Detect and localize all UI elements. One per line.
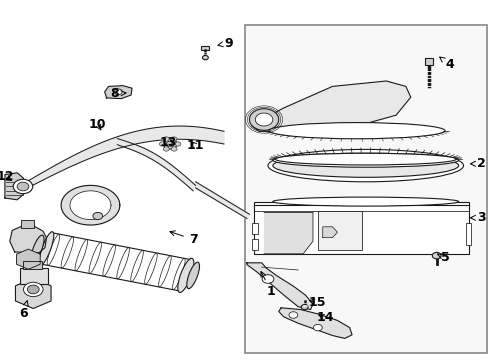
Circle shape	[202, 55, 208, 60]
Bar	[23, 261, 42, 269]
Circle shape	[301, 305, 307, 310]
Text: 4: 4	[439, 57, 453, 71]
Circle shape	[313, 324, 322, 331]
Bar	[20, 268, 48, 284]
Text: 9: 9	[218, 37, 232, 50]
Text: 8: 8	[110, 87, 126, 100]
Ellipse shape	[272, 153, 458, 167]
Polygon shape	[195, 182, 249, 219]
Polygon shape	[70, 191, 111, 220]
Polygon shape	[23, 126, 224, 190]
Bar	[251, 239, 257, 250]
Bar	[245, 25, 486, 353]
Polygon shape	[278, 308, 351, 338]
Circle shape	[175, 142, 181, 146]
Polygon shape	[41, 233, 191, 291]
Polygon shape	[264, 212, 312, 254]
Bar	[317, 211, 361, 250]
Circle shape	[27, 285, 39, 294]
Ellipse shape	[272, 197, 458, 206]
Polygon shape	[322, 227, 337, 238]
Text: 3: 3	[469, 211, 485, 224]
Text: 2: 2	[469, 157, 485, 170]
Bar	[201, 46, 209, 50]
Ellipse shape	[272, 154, 458, 177]
Polygon shape	[61, 185, 120, 225]
Circle shape	[171, 147, 177, 151]
Circle shape	[166, 141, 174, 147]
Text: 5: 5	[437, 251, 448, 264]
Circle shape	[23, 282, 43, 297]
Ellipse shape	[268, 122, 444, 139]
Ellipse shape	[39, 232, 54, 265]
Polygon shape	[17, 249, 40, 269]
Bar	[254, 202, 468, 254]
Polygon shape	[16, 278, 51, 309]
Circle shape	[17, 182, 29, 191]
Bar	[465, 223, 470, 245]
Text: 1: 1	[261, 272, 275, 298]
Circle shape	[114, 89, 122, 95]
Ellipse shape	[186, 262, 199, 289]
Ellipse shape	[31, 235, 44, 262]
Polygon shape	[10, 226, 46, 253]
Polygon shape	[251, 81, 410, 131]
Circle shape	[431, 252, 440, 259]
Bar	[425, 58, 432, 65]
Text: 7: 7	[169, 231, 197, 246]
Ellipse shape	[267, 149, 463, 182]
Ellipse shape	[178, 258, 193, 292]
Circle shape	[163, 137, 169, 141]
Circle shape	[255, 113, 272, 126]
Polygon shape	[246, 263, 312, 310]
Circle shape	[163, 147, 169, 151]
Circle shape	[13, 179, 33, 194]
Text: 12: 12	[0, 170, 14, 183]
Text: 11: 11	[186, 139, 204, 152]
Text: 15: 15	[307, 296, 325, 309]
Circle shape	[93, 212, 102, 220]
Circle shape	[288, 312, 297, 318]
Polygon shape	[117, 139, 195, 191]
Polygon shape	[5, 173, 23, 200]
Circle shape	[249, 109, 278, 130]
Text: 10: 10	[89, 118, 106, 131]
Text: 13: 13	[160, 136, 177, 149]
Circle shape	[262, 275, 273, 283]
Circle shape	[159, 142, 165, 146]
Text: 6: 6	[19, 301, 28, 320]
Circle shape	[163, 139, 177, 149]
Text: 14: 14	[316, 311, 333, 324]
Circle shape	[171, 137, 177, 141]
Ellipse shape	[275, 153, 455, 165]
Bar	[20, 220, 34, 228]
Polygon shape	[104, 86, 132, 99]
Bar	[251, 223, 257, 234]
